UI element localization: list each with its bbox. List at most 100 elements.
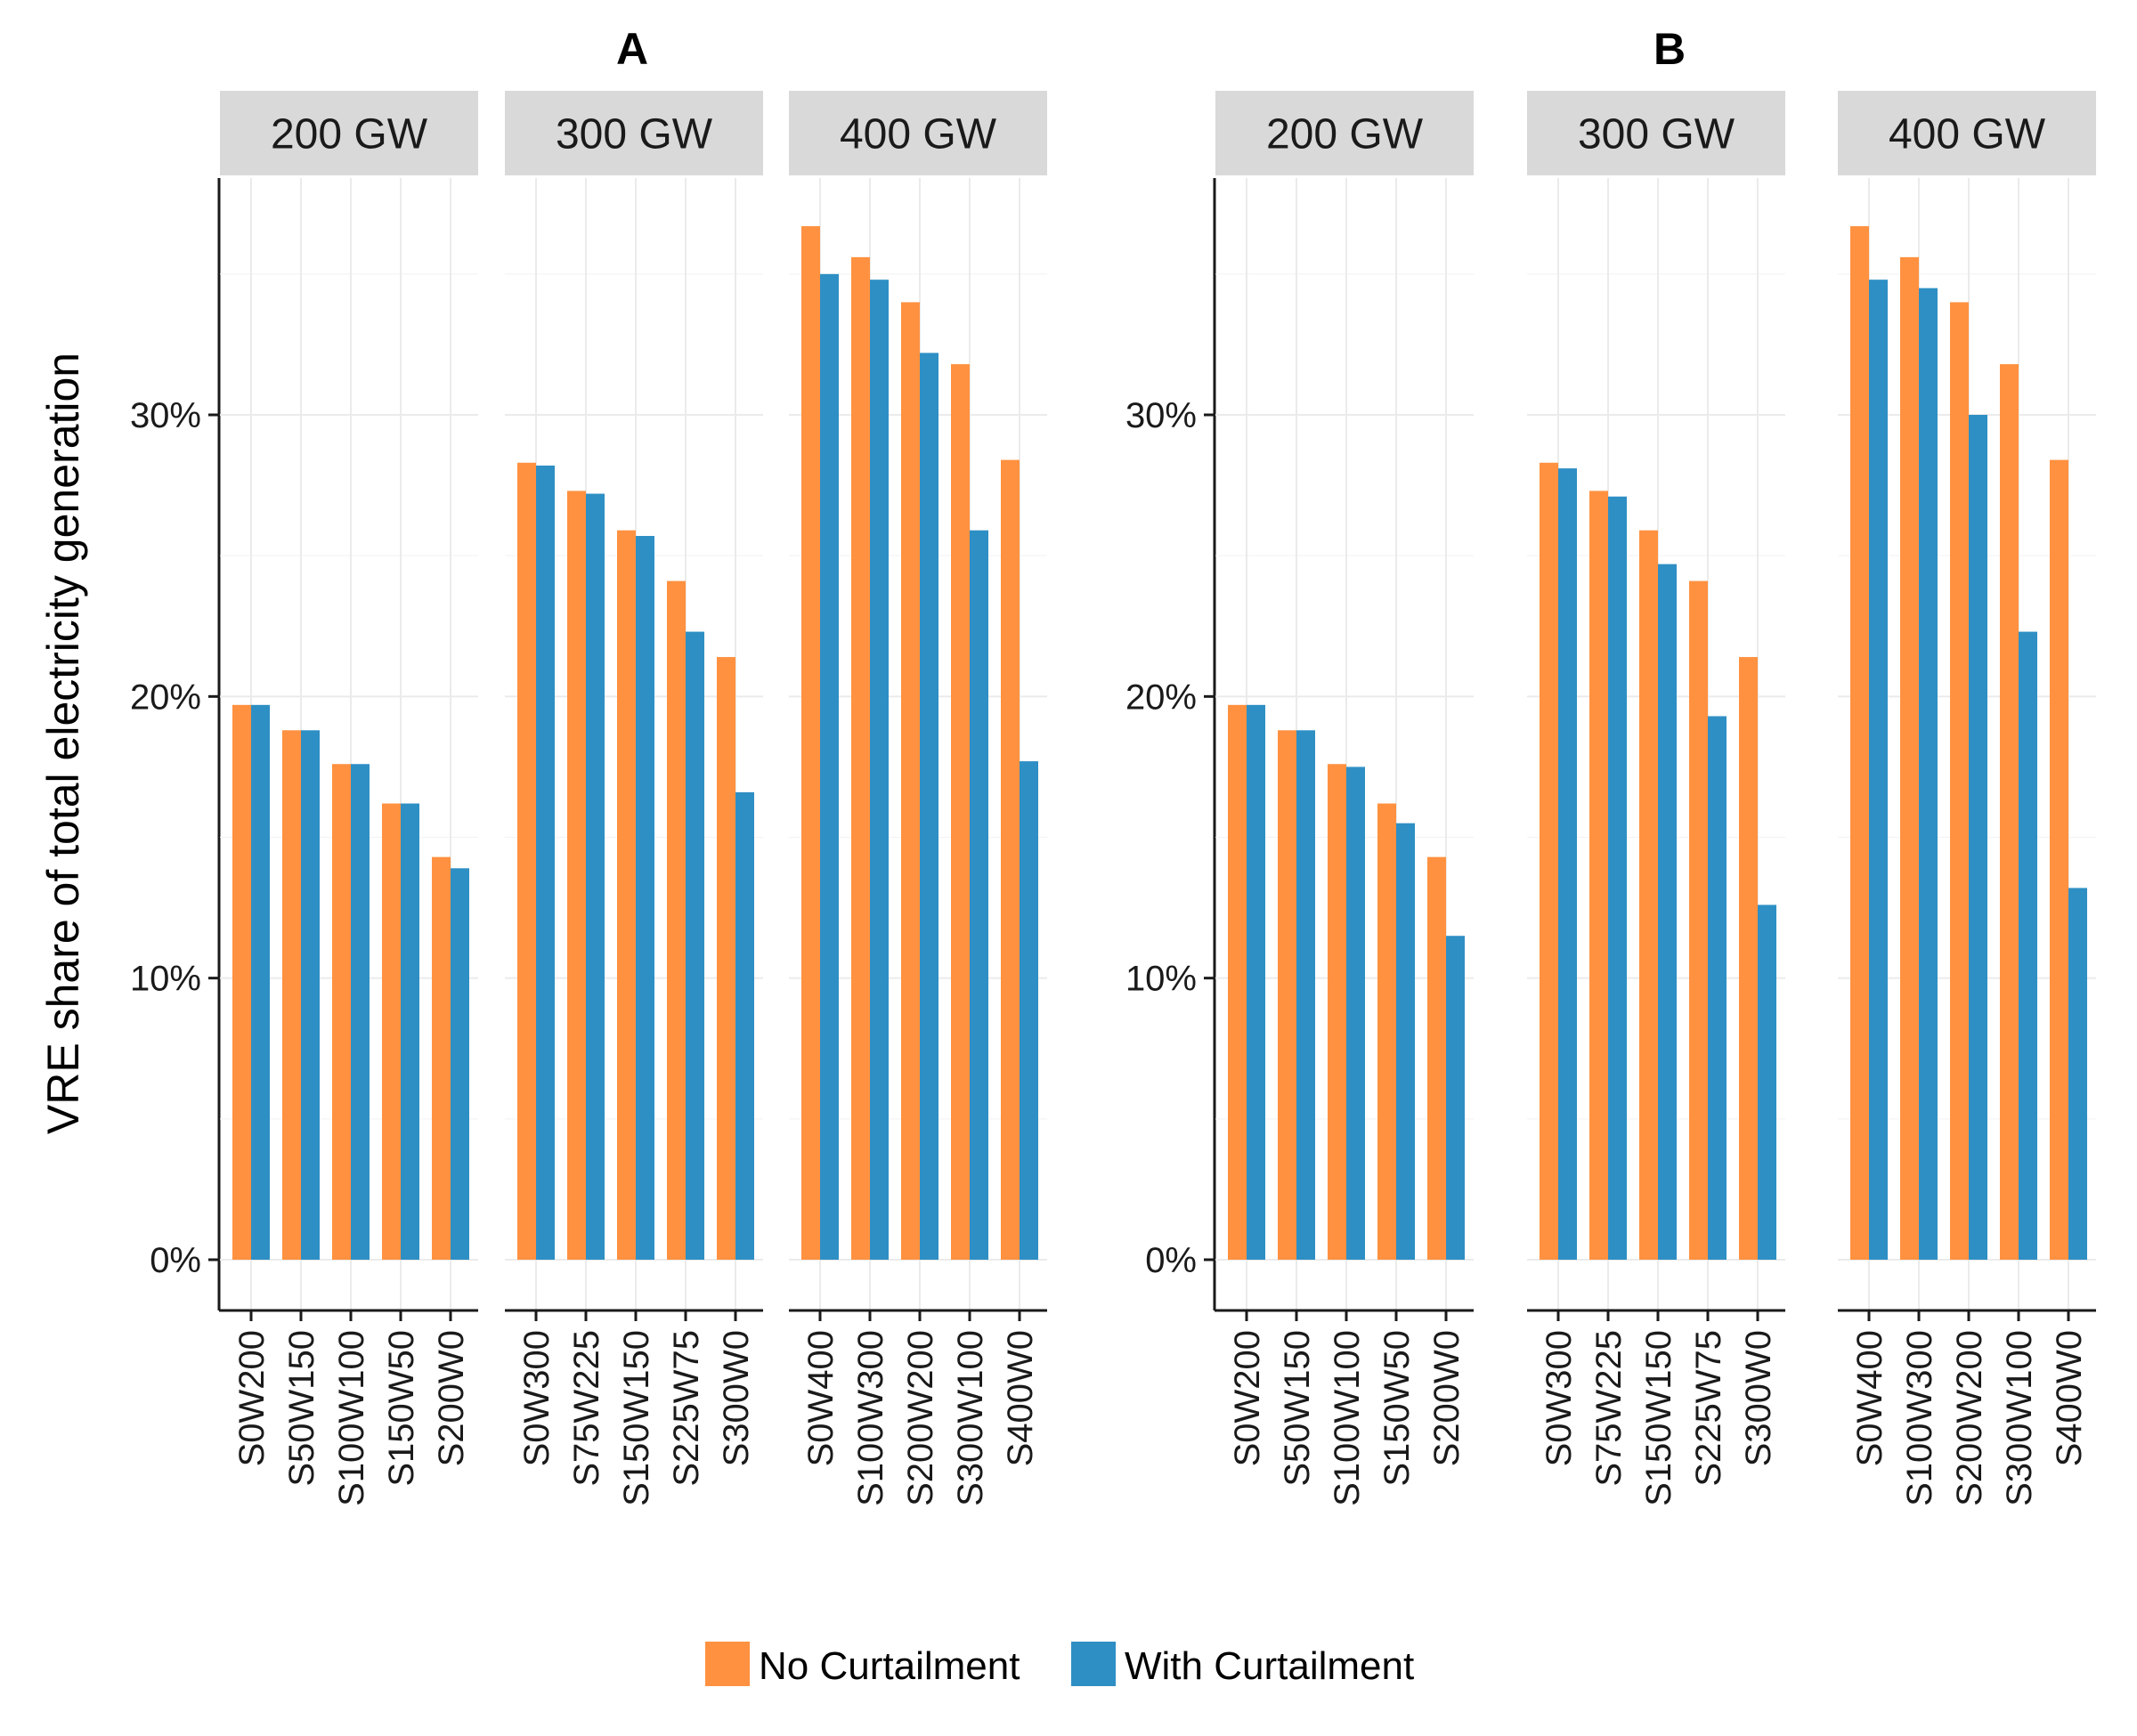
- bar-with-curtailment: [1969, 415, 1987, 1260]
- facet-a-200gw: 200 GW S0W200 S50W150 S100W100 S150W50 S200W0: [219, 91, 478, 1506]
- bar-with-curtailment: [351, 764, 370, 1260]
- x-tick-label: S200W200: [1950, 1330, 1989, 1506]
- bar-with-curtailment: [870, 280, 889, 1260]
- facet-strip-label: 400 GW: [840, 111, 997, 158]
- x-tick-label: S150W50: [382, 1330, 421, 1487]
- facet-b-200gw: 200 GW S0W200 S50W150 S100W100 S150W50 S200W0: [1215, 91, 1474, 1506]
- bar-with-curtailment: [1708, 716, 1727, 1260]
- bar-no-curtailment: [332, 764, 351, 1260]
- bar-no-curtailment: [1540, 462, 1558, 1260]
- bar-with-curtailment: [2019, 631, 2037, 1260]
- facet-strip-label: 300 GW: [556, 111, 713, 158]
- facet-strip-label: 200 GW: [271, 111, 428, 158]
- bar-with-curtailment: [301, 730, 320, 1260]
- bar-with-curtailment: [820, 273, 839, 1260]
- panel-title-b: B: [1654, 24, 1686, 74]
- facet-b-400gw: 400 GW S0W400 S100W300 S200W200 S300W100 S400…: [1838, 91, 2096, 1506]
- facet-strip: [1215, 91, 1474, 175]
- x-tick-label: S0W300: [1540, 1330, 1579, 1466]
- bar-with-curtailment: [1396, 823, 1415, 1260]
- bar-with-curtailment: [1558, 468, 1577, 1260]
- bar-no-curtailment: [901, 302, 920, 1260]
- panel-title-a: A: [616, 24, 648, 74]
- facet-strip-label: 400 GW: [1889, 111, 2046, 158]
- bar-with-curtailment: [586, 493, 605, 1260]
- bar-no-curtailment: [717, 657, 735, 1260]
- bar-no-curtailment: [617, 530, 636, 1260]
- y-tick-label: 0%: [150, 1241, 201, 1280]
- x-tick-label: S300W100: [2000, 1330, 2039, 1506]
- bar-with-curtailment: [451, 868, 469, 1260]
- bar-with-curtailment: [1346, 767, 1365, 1260]
- x-tick-label: S100W300: [1900, 1330, 1939, 1506]
- bar-no-curtailment: [232, 704, 251, 1260]
- bar-no-curtailment: [1001, 459, 1020, 1260]
- bar-no-curtailment: [667, 580, 686, 1260]
- bar-with-curtailment: [970, 530, 988, 1260]
- bar-with-curtailment: [1247, 704, 1265, 1260]
- bar-no-curtailment: [2050, 459, 2068, 1260]
- bar-no-curtailment: [851, 256, 870, 1261]
- x-tick-label: S50W150: [1278, 1330, 1317, 1487]
- facet-strip: [505, 91, 763, 175]
- facet-b-300gw: 300 GW S0W300 S75W225 S150W150 S225W75 S300W0: [1527, 91, 1785, 1506]
- bar-with-curtailment: [536, 465, 555, 1260]
- y-tick-label: 20%: [130, 677, 201, 717]
- bar-no-curtailment: [1278, 730, 1296, 1260]
- x-tick-label: S100W300: [851, 1330, 890, 1506]
- x-tick-label: S0W200: [1228, 1330, 1267, 1466]
- x-tick-label: S100W100: [332, 1330, 371, 1506]
- bar-with-curtailment: [1446, 936, 1465, 1260]
- bar-no-curtailment: [1377, 803, 1396, 1260]
- x-tick-label: S400W0: [2050, 1330, 2089, 1466]
- bar-with-curtailment: [1658, 564, 1677, 1260]
- bar-with-curtailment: [1296, 730, 1315, 1260]
- bar-no-curtailment: [1328, 764, 1346, 1260]
- x-tick-label: S150W50: [1377, 1330, 1417, 1487]
- facet-a-400gw: 400 GW S0W400 S100W300 S200W200 S300W100 S400…: [789, 91, 1047, 1506]
- x-tick-label: S225W75: [1689, 1330, 1728, 1487]
- bar-no-curtailment: [1427, 856, 1446, 1260]
- x-tick-label: S0W400: [801, 1330, 841, 1466]
- bar-no-curtailment: [382, 803, 401, 1260]
- facet-strip-label: 200 GW: [1266, 111, 1424, 158]
- x-tick-label: S0W200: [232, 1330, 272, 1466]
- x-tick-label: S75W225: [567, 1330, 606, 1487]
- bar-no-curtailment: [1900, 256, 1919, 1261]
- bar-with-curtailment: [251, 704, 270, 1260]
- x-tick-label: S100W100: [1328, 1330, 1367, 1506]
- legend-key-with-curtailment: [1071, 1642, 1116, 1686]
- bar-with-curtailment: [686, 631, 704, 1260]
- bar-no-curtailment: [517, 462, 536, 1260]
- y-tick-label: 10%: [1125, 960, 1197, 999]
- x-tick-label: S300W0: [1739, 1330, 1778, 1466]
- x-tick-label: S200W200: [901, 1330, 940, 1506]
- facet-strip-label: 300 GW: [1578, 111, 1735, 158]
- bar-with-curtailment: [636, 536, 654, 1260]
- legend: No Curtailment With Curtailment: [705, 1642, 1414, 1688]
- bar-no-curtailment: [1850, 226, 1869, 1261]
- legend-label-no-curtailment: No Curtailment: [759, 1644, 1020, 1688]
- bar-no-curtailment: [1228, 704, 1247, 1260]
- y-tick-label: 30%: [1125, 396, 1197, 435]
- facet-a-300gw: 300 GW S0W300 S75W225 S150W150 S225W75 S300W0: [505, 91, 763, 1506]
- x-tick-label: S200W0: [432, 1330, 471, 1466]
- bar-no-curtailment: [1950, 302, 1969, 1260]
- x-tick-label: S50W150: [282, 1330, 321, 1487]
- facet-strip: [1527, 91, 1785, 175]
- x-tick-label: S150W150: [617, 1330, 656, 1506]
- x-tick-label: S300W0: [717, 1330, 756, 1466]
- x-tick-label: S0W400: [1850, 1330, 1889, 1466]
- y-axis-title: VRE share of total electricity generatio…: [38, 353, 88, 1134]
- x-tick-label: S225W75: [667, 1330, 706, 1487]
- bar-with-curtailment: [2068, 888, 2087, 1260]
- y-tick-label: 20%: [1125, 677, 1197, 717]
- facet-strip: [220, 91, 478, 175]
- bar-no-curtailment: [282, 730, 301, 1260]
- y-tick-label: 10%: [130, 960, 201, 999]
- bar-no-curtailment: [567, 491, 586, 1260]
- bar-with-curtailment: [1919, 288, 1938, 1260]
- y-tick-label: 30%: [130, 396, 201, 435]
